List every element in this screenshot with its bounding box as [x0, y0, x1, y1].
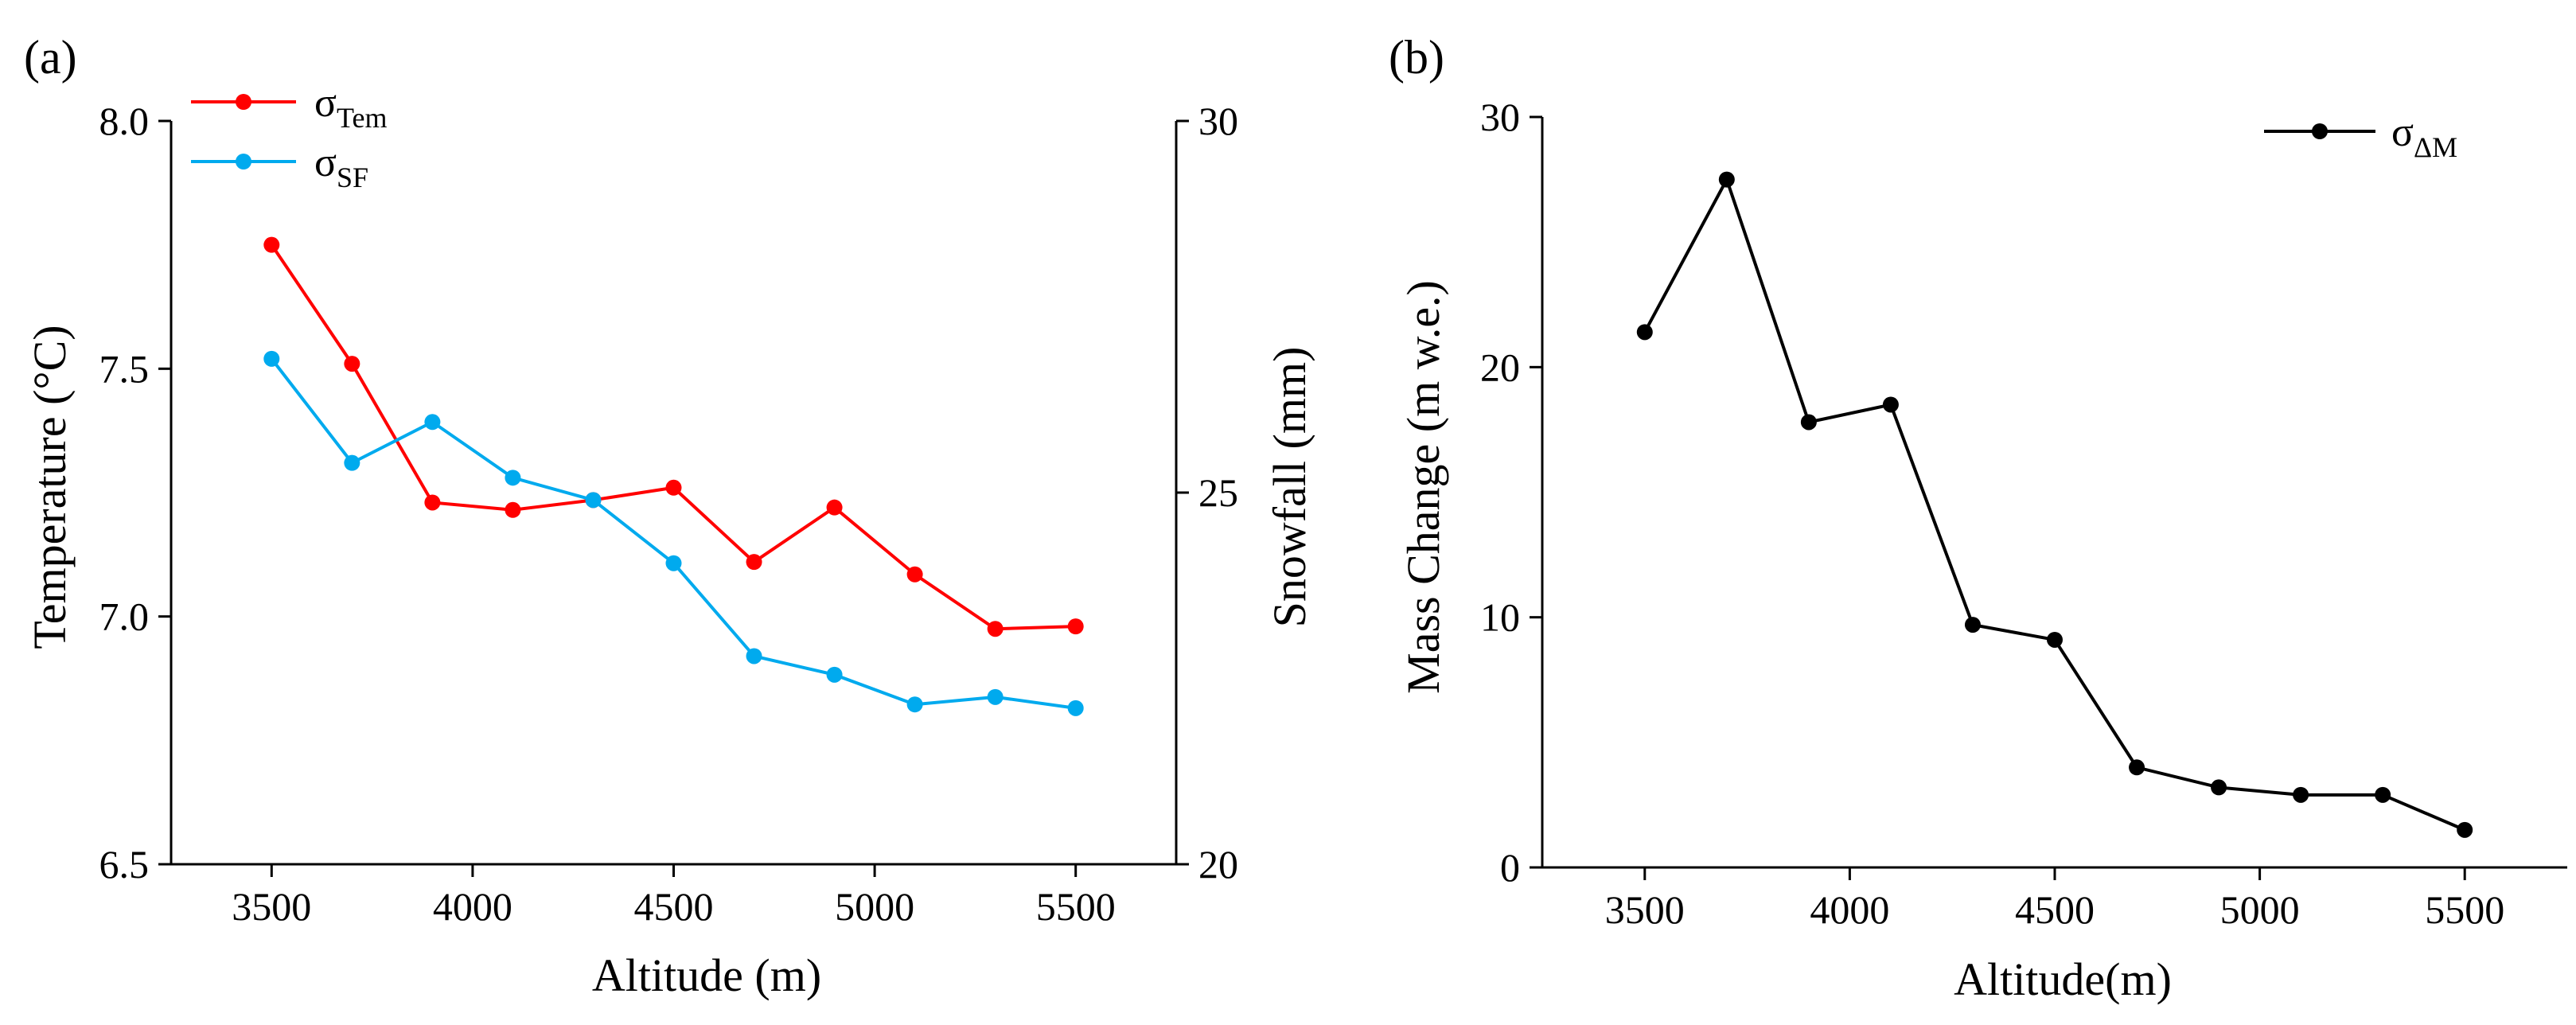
a-series-sf-point — [585, 492, 602, 509]
a-series-tem-point — [424, 494, 441, 511]
legend-label-symbol: σ — [2391, 110, 2414, 155]
panel-b-legend: σΔM — [2264, 110, 2457, 163]
panel-b-x-axis-title: Altitude(m) — [1954, 953, 2172, 1005]
b-series-m-point — [2129, 759, 2145, 776]
legend-label-symbol: σ — [314, 140, 337, 185]
a-series-tem-line — [270, 244, 1076, 631]
a-series-sf-line — [270, 357, 1076, 710]
b-series-m-point — [1882, 396, 1899, 413]
panel-a-label: (a) — [24, 31, 77, 84]
legend-label: σΔM — [2391, 110, 2457, 163]
panel-b-mass-change-chart: (b) 3500 4000 4500 5000 5500 0 10 20 30 σΔM Alti… — [1389, 31, 2567, 1005]
a-series-tem-point — [665, 479, 682, 496]
b-x-tick-label: 5500 — [2425, 887, 2504, 932]
a-series-sf-point — [906, 696, 923, 713]
panel-a-axes: 3500 4000 4500 5000 5500 6.5 7.0 7.5 8.0 20 25 30 — [99, 99, 1239, 929]
a-series-tem-point — [746, 554, 762, 571]
a-y2-tick-label: 30 — [1198, 99, 1238, 143]
a-y2-tick-label: 20 — [1198, 842, 1238, 887]
panel-a-temperature-snowfall-chart: (a) 3500 4000 4500 5000 5500 6.5 7.0 7.5 8.0 20 25… — [24, 31, 1315, 1001]
b-y-tick-label: 30 — [1480, 95, 1520, 139]
a-series-sf-point — [505, 470, 521, 486]
a-y-tick-label: 8.0 — [99, 99, 150, 143]
a-y-tick-label: 7.5 — [99, 346, 150, 391]
b-series-m-point — [2293, 786, 2309, 803]
b-y-tick-label: 0 — [1500, 845, 1520, 890]
b-series-m-point — [2375, 786, 2391, 803]
panel-a-x-axis-title: Altitude (m) — [592, 949, 821, 1001]
legend-label-subscript: SF — [337, 162, 368, 193]
a-series-sf-point — [1067, 700, 1084, 716]
a-x-tick-label: 5500 — [1036, 884, 1116, 929]
legend-swatch-marker — [236, 94, 251, 110]
b-x-tick-label: 5000 — [2220, 887, 2300, 932]
legend-label-subscript: ΔM — [2414, 131, 2457, 163]
b-series-m-point — [2457, 821, 2473, 838]
panel-a-y-axis-title: Temperature (°C) — [24, 325, 76, 649]
a-series-tem-point — [826, 499, 843, 516]
panel-b-axes: 3500 4000 4500 5000 5500 0 10 20 30 — [1480, 95, 2567, 932]
a-x-tick-label: 4500 — [634, 884, 714, 929]
b-y-tick-label: 10 — [1480, 595, 1520, 640]
b-series-m-point — [2047, 631, 2063, 648]
b-series-m-point — [1800, 414, 1817, 431]
panel-b-label: (b) — [1389, 31, 1444, 84]
panel-a-y2-axis-title: Snowfall (mm) — [1264, 347, 1315, 628]
b-x-tick-label: 3500 — [1605, 887, 1685, 932]
a-x-tick-label: 5000 — [835, 884, 914, 929]
panel-b-series — [1636, 171, 2473, 838]
a-series-sf-point — [263, 350, 280, 367]
a-series-tem-point — [906, 566, 923, 583]
b-y-tick-label: 20 — [1480, 345, 1520, 389]
panel-a-series — [263, 236, 1084, 716]
a-series-tem-point — [1067, 618, 1084, 635]
b-series-m-point — [1964, 617, 1981, 633]
a-series-tem-point — [263, 236, 280, 253]
a-series-sf-point — [344, 454, 360, 471]
legend-label: σTem — [314, 80, 388, 134]
a-series-sf-point — [424, 414, 441, 431]
legend-swatch-marker — [2312, 123, 2328, 139]
b-x-tick-label: 4500 — [2015, 887, 2095, 932]
a-y2-tick-label: 25 — [1198, 470, 1238, 515]
b-series-m-line — [1643, 175, 2465, 832]
a-series-tem-point — [505, 501, 521, 518]
a-series-sf-point — [746, 648, 762, 664]
a-y-tick-label: 6.5 — [99, 842, 150, 887]
a-series-sf-point — [987, 688, 1004, 705]
legend-label-symbol: σ — [314, 80, 337, 126]
a-y-tick-label: 7.0 — [99, 594, 150, 639]
panel-b-y-axis-title: Mass Change (m w.e.) — [1397, 280, 1449, 694]
b-series-m-point — [1636, 324, 1653, 341]
a-x-tick-label: 4000 — [433, 884, 512, 929]
a-x-tick-label: 3500 — [232, 884, 311, 929]
b-series-m-point — [2211, 779, 2227, 796]
legend-label-subscript: Tem — [337, 102, 387, 134]
b-series-m-point — [1718, 171, 1735, 188]
a-series-sf-point — [826, 666, 843, 683]
legend-swatch-marker — [236, 154, 251, 170]
legend-label: σSF — [314, 140, 368, 193]
a-series-sf-point — [665, 555, 682, 571]
b-x-tick-label: 4000 — [1810, 887, 1889, 932]
a-series-tem-point — [987, 621, 1004, 637]
a-series-tem-point — [344, 356, 360, 372]
